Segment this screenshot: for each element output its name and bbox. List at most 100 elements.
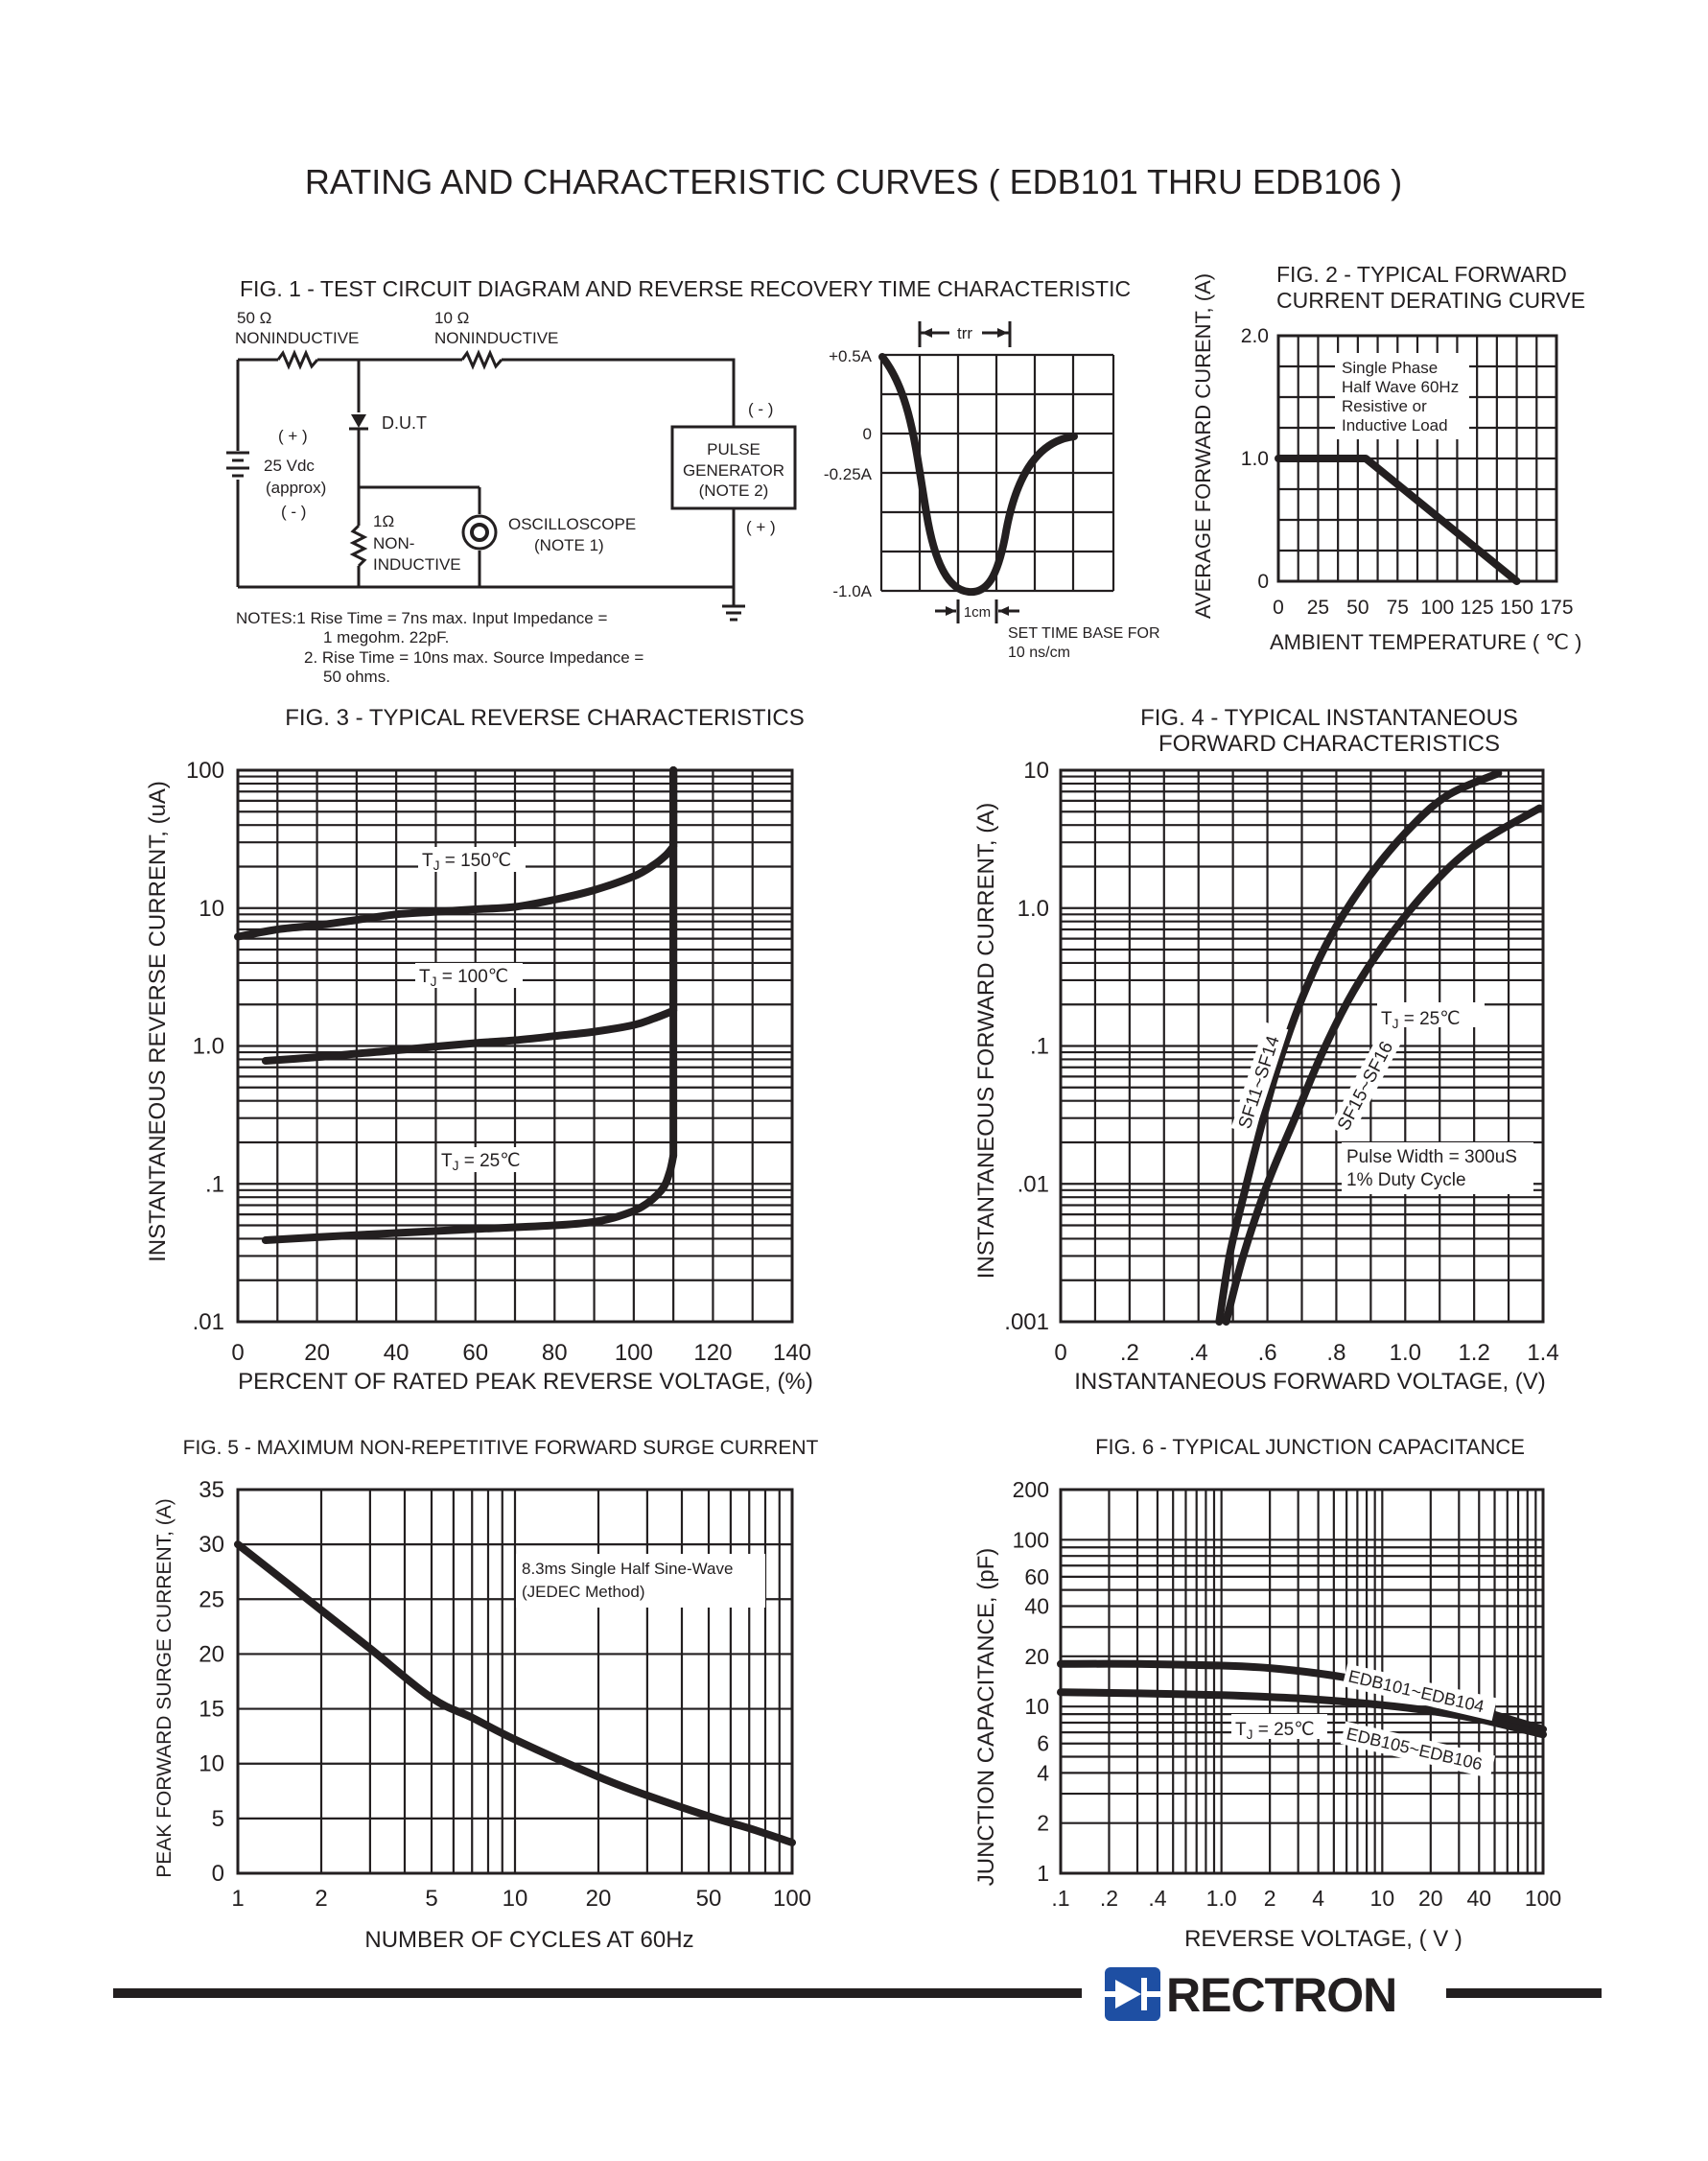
fig3-ytick: 100 bbox=[186, 758, 224, 784]
r50-value: 50 Ω bbox=[237, 309, 271, 327]
r1-type-1: NON- bbox=[373, 534, 414, 552]
fig5-series-line bbox=[234, 1540, 796, 1846]
timebase-1: SET TIME BASE FOR bbox=[1008, 625, 1160, 642]
fig3-series-2 bbox=[261, 1151, 678, 1244]
fig5-title: FIG. 5 - MAXIMUM NON-REPETITIVE FORWARD … bbox=[183, 1437, 819, 1459]
fig4-xtick: 1.0 bbox=[1390, 1340, 1421, 1366]
fig5-ytick: 0 bbox=[212, 1861, 224, 1887]
fig4-title-1: FIG. 4 - TYPICAL INSTANTANEOUS bbox=[1140, 705, 1518, 731]
fig2-xtick: 50 bbox=[1346, 597, 1369, 619]
fig3-series-label-0: TJ = 150℃ bbox=[422, 851, 511, 873]
fig3-ytick: .01 bbox=[193, 1309, 224, 1335]
fig5-ytick: 30 bbox=[199, 1532, 224, 1558]
fig2-xtick: 75 bbox=[1387, 597, 1409, 619]
fig2-xtick: 0 bbox=[1273, 597, 1284, 619]
fig2-series-line bbox=[1275, 455, 1521, 585]
fig6-ytick: 100 bbox=[1013, 1527, 1049, 1552]
resistor-1ohm-icon bbox=[349, 524, 368, 568]
fig2-annotation-3: Resistive or bbox=[1342, 397, 1427, 415]
fig1-title: FIG. 1 - TEST CIRCUIT DIAGRAM AND REVERS… bbox=[240, 276, 1131, 301]
fig4-ylabel: INSTANTANEOUS FORWARD CURRENT, (A) bbox=[973, 803, 999, 1279]
r1-value: 1Ω bbox=[373, 512, 394, 530]
fig4-annotation-box: Pulse Width = 300uS 1% Duty Cycle bbox=[1342, 1142, 1533, 1194]
r50-type: NONINDUCTIVE bbox=[235, 329, 359, 347]
fig4-ytick: 10 bbox=[1023, 758, 1049, 784]
oscilloscope-icon bbox=[461, 514, 498, 551]
fig3-ytick: 10 bbox=[199, 896, 224, 922]
fig4-xtick: .8 bbox=[1326, 1340, 1345, 1366]
footer-rule-left bbox=[113, 1988, 1082, 1998]
fig4-xtick: .4 bbox=[1189, 1340, 1208, 1366]
note-2a: 2. Rise Time = 10ns max. Source Impedanc… bbox=[304, 648, 643, 667]
fig5-ytick: 35 bbox=[199, 1477, 224, 1503]
fig2-annotation-box: Single Phase Half Wave 60Hz Resistive or… bbox=[1335, 353, 1469, 439]
battery-icon bbox=[226, 451, 249, 478]
fig3-xlabel: PERCENT OF RATED PEAK REVERSE VOLTAGE, (… bbox=[238, 1369, 813, 1395]
fig5-xtick: 2 bbox=[315, 1886, 327, 1912]
fig6-xtick: .4 bbox=[1148, 1886, 1166, 1911]
ground-icon bbox=[722, 604, 745, 622]
trr-label: trr bbox=[957, 324, 972, 342]
resistor-50ohm-icon bbox=[276, 349, 319, 370]
fig4-annotation-2: 1% Duty Cycle bbox=[1346, 1170, 1466, 1190]
fig4-xlabel: INSTANTANEOUS FORWARD VOLTAGE, (V) bbox=[1074, 1369, 1546, 1395]
fig3-xtick: 20 bbox=[304, 1340, 330, 1366]
wave-label-minus1: -1.0A bbox=[832, 582, 872, 600]
fig3-series-0 bbox=[234, 842, 678, 941]
fig6-ytick: 40 bbox=[1024, 1594, 1049, 1619]
fig3-xtick: 100 bbox=[615, 1340, 653, 1366]
fig6-ytick: 10 bbox=[1024, 1694, 1049, 1719]
generator-line-2: GENERATOR bbox=[683, 461, 784, 480]
fig5-ytick: 15 bbox=[199, 1697, 224, 1723]
timebase-2: 10 ns/cm bbox=[1008, 645, 1070, 661]
fig4-ytick: .001 bbox=[1004, 1309, 1049, 1335]
fig4-ytick: .1 bbox=[1030, 1034, 1049, 1060]
fig2-xtick: 125 bbox=[1461, 597, 1494, 619]
fig2-xtick: 150 bbox=[1500, 597, 1533, 619]
fig6-xtick: .2 bbox=[1100, 1886, 1118, 1911]
recovery-waveform bbox=[878, 353, 1078, 597]
source-voltage: 25 Vdc bbox=[264, 457, 315, 475]
fig3-title: FIG. 3 - TYPICAL REVERSE CHARACTERISTICS bbox=[285, 705, 804, 731]
source-plus: ( + ) bbox=[278, 427, 308, 445]
fig2-annotation-1: Single Phase bbox=[1342, 359, 1438, 377]
fig2-xtick: 175 bbox=[1539, 597, 1573, 619]
fig3-series-label-2: TJ = 25℃ bbox=[441, 1151, 521, 1173]
fig3-xtick: 140 bbox=[773, 1340, 811, 1366]
fig4-series-0 bbox=[1215, 769, 1503, 1326]
wave-label-zero: 0 bbox=[863, 425, 872, 443]
fig6-ytick: 200 bbox=[1013, 1477, 1049, 1502]
fig6-ytick: 4 bbox=[1037, 1760, 1049, 1785]
fig3-xtick: 120 bbox=[693, 1340, 732, 1366]
note-1a: NOTES:1 Rise Time = 7ns max. Input Imped… bbox=[236, 609, 607, 627]
dut-label: D.U.T bbox=[382, 413, 427, 433]
fig5-ytick: 5 bbox=[212, 1806, 224, 1832]
fig2-ylabel: AVERAGE FORWARD CURENT, (A) bbox=[1191, 273, 1215, 619]
fig6-xtick: 100 bbox=[1525, 1886, 1561, 1911]
fig6-xtick: 20 bbox=[1418, 1886, 1443, 1911]
fig6-tj-label: TJ = 25℃ bbox=[1235, 1720, 1315, 1742]
fig5-xtick: 1 bbox=[231, 1886, 244, 1912]
fig6-ylabel: JUNCTION CAPACITANCE, (pF) bbox=[973, 1548, 999, 1886]
fig4-xtick: 0 bbox=[1054, 1340, 1066, 1366]
fig2-annotation-2: Half Wave 60Hz bbox=[1342, 378, 1459, 396]
fig6-ytick: 1 bbox=[1037, 1861, 1049, 1886]
fig4-xtick: 1.4 bbox=[1527, 1340, 1558, 1366]
fig6-xlabel: REVERSE VOLTAGE, ( V ) bbox=[1184, 1926, 1462, 1952]
fig4-ytick: .01 bbox=[1018, 1171, 1049, 1197]
source-approx: (approx) bbox=[266, 479, 326, 497]
fig4-xtick: .6 bbox=[1258, 1340, 1277, 1366]
fig6-ytick: 60 bbox=[1024, 1564, 1049, 1589]
fig4-annotation-1: Pulse Width = 300uS bbox=[1346, 1147, 1517, 1167]
page-title: RATING AND CHARACTERISTIC CURVES ( EDB10… bbox=[305, 162, 1402, 201]
generator-line-3: (NOTE 2) bbox=[699, 482, 769, 500]
fig6-xtick: .1 bbox=[1051, 1886, 1069, 1911]
wave-label-plus05: +0.5A bbox=[829, 347, 873, 365]
fig5-xtick: 5 bbox=[425, 1886, 437, 1912]
fig4-title-2: FORWARD CHARACTERISTICS bbox=[1158, 731, 1500, 757]
fig2-ytick: 1.0 bbox=[1241, 448, 1269, 470]
fig2-title-2: CURRENT DERATING CURVE bbox=[1276, 288, 1585, 313]
fig6-xtick: 2 bbox=[1264, 1886, 1276, 1911]
fig5-xlabel: NUMBER OF CYCLES AT 60Hz bbox=[364, 1927, 693, 1953]
